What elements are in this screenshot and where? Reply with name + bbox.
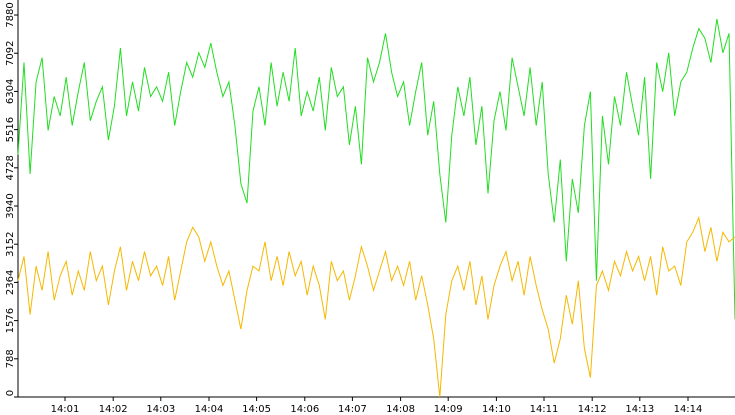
x-tick-label: 14:02 [99, 404, 128, 415]
x-tick-label: 14:11 [530, 404, 559, 415]
x-tick-label: 14:03 [146, 404, 175, 415]
y-tick-label: 6304 [5, 79, 16, 104]
x-tick-label: 14:12 [578, 404, 607, 415]
y-tick-label: 3940 [5, 193, 16, 218]
x-tick-label: 14:13 [625, 404, 654, 415]
x-tick-label: 14:10 [482, 404, 511, 415]
x-tick-label: 14:09 [434, 404, 463, 415]
y-tick-label: 4728 [5, 155, 16, 180]
x-tick-label: 14:08 [386, 404, 415, 415]
y-tick-label: 7880 [5, 2, 16, 27]
x-tick-label: 14:14 [674, 404, 703, 415]
x-tick-label: 14:05 [242, 404, 271, 415]
y-tick-label: 0 [5, 390, 16, 396]
x-tick-label: 14:04 [195, 404, 224, 415]
y-tick-label: 3152 [5, 231, 16, 256]
y-tick-label: 788 [5, 349, 16, 368]
y-tick-label: 5516 [5, 117, 16, 142]
x-tick-label: 14:01 [51, 404, 80, 415]
x-tick-label: 14:06 [290, 404, 319, 415]
y-tick-label: 2364 [5, 270, 16, 295]
x-tick-label: 14:07 [338, 404, 367, 415]
series-line [17, 215, 735, 398]
series-line [17, 18, 735, 320]
y-tick-label: 7092 [5, 40, 16, 65]
y-tick-label: 1576 [5, 308, 16, 333]
